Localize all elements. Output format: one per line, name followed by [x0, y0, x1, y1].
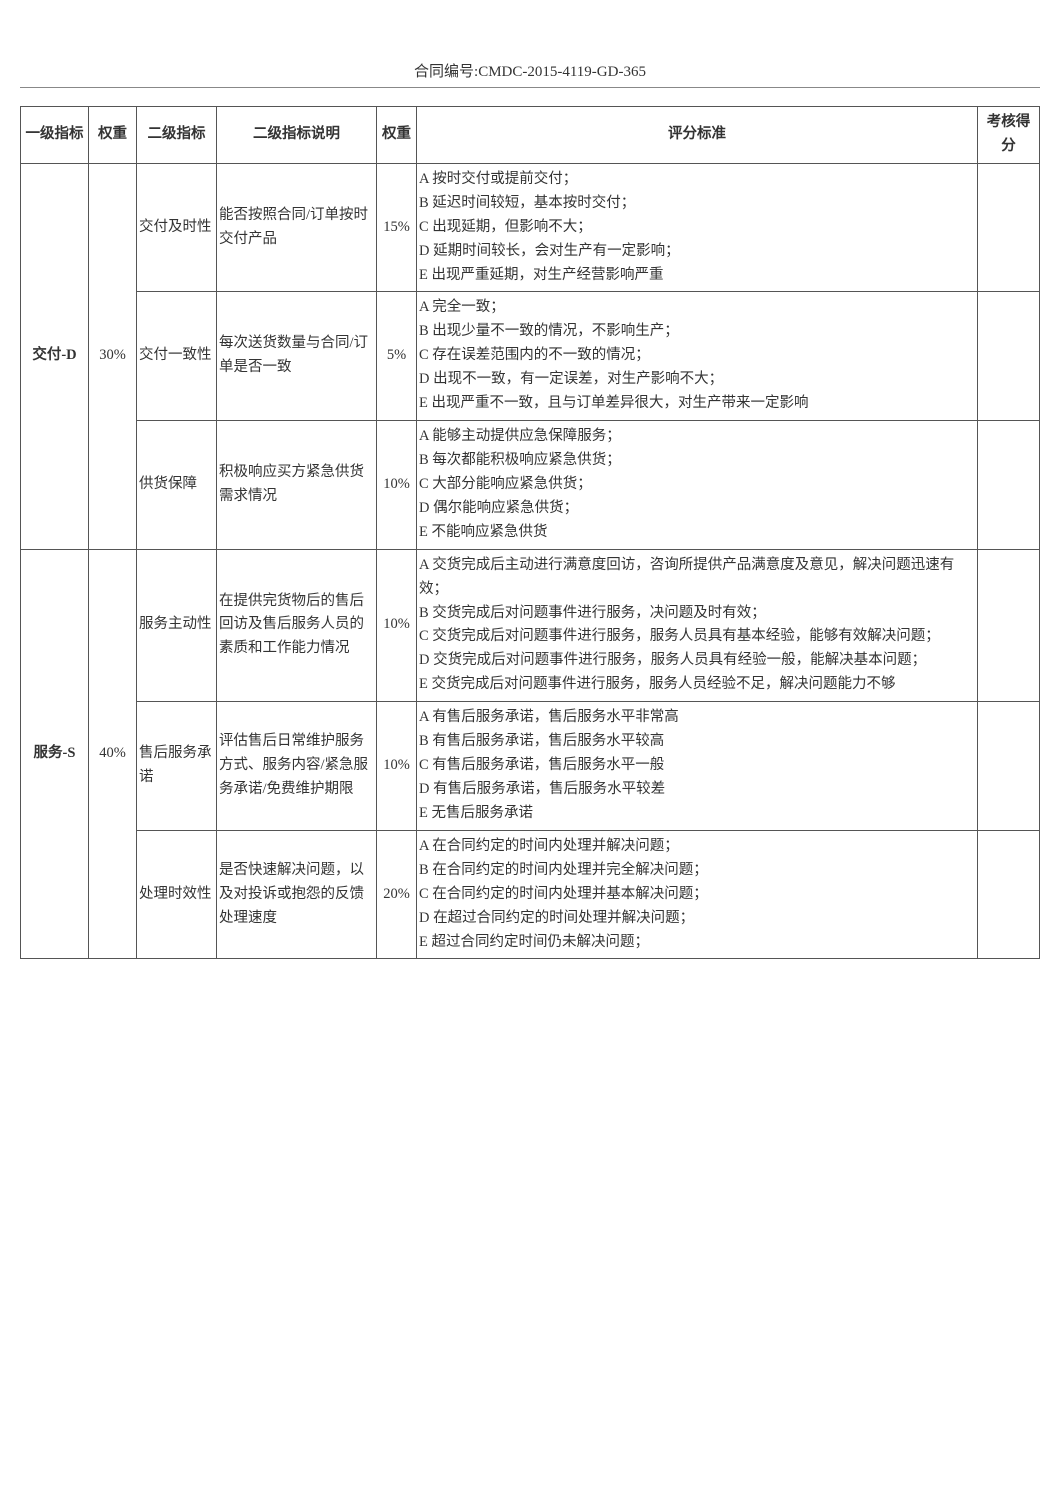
cell-criteria: A 在合同约定的时间内处理并解决问题；B 在合同约定的时间内处理并完全解决问题；…	[417, 830, 978, 959]
criteria-line: D 偶尔能响应紧急供货；	[419, 497, 975, 521]
criteria-line: B 交货完成后对问题事件进行服务，决问题及时有效；	[419, 602, 975, 626]
table-row: 供货保障积极响应买方紧急供货需求情况10%A 能够主动提供应急保障服务；B 每次…	[21, 421, 1040, 550]
cell-criteria: A 按时交付或提前交付；B 延迟时间较短，基本按时交付；C 出现延期，但影响不大…	[417, 163, 978, 292]
table-row: 售后服务承诺评估售后日常维护服务方式、服务内容/紧急服务承诺/免费维护期限10%…	[21, 702, 1040, 831]
criteria-line: B 出现少量不一致的情况，不影响生产；	[419, 320, 975, 344]
criteria-line: E 无售后服务承诺	[419, 802, 975, 826]
th-desc: 二级指标说明	[217, 107, 377, 164]
th-level2: 二级指标	[137, 107, 217, 164]
criteria-line: A 完全一致；	[419, 296, 975, 320]
criteria-line: C 大部分能响应紧急供货；	[419, 473, 975, 497]
cell-level2: 交付一致性	[137, 292, 217, 421]
criteria-line: B 每次都能积极响应紧急供货；	[419, 449, 975, 473]
table-body: 交付-D30%交付及时性能否按照合同/订单按时交付产品15%A 按时交付或提前交…	[21, 163, 1040, 959]
criteria-line: C 在合同约定的时间内处理并基本解决问题；	[419, 883, 975, 907]
cell-criteria: A 能够主动提供应急保障服务；B 每次都能积极响应紧急供货；C 大部分能响应紧急…	[417, 421, 978, 550]
cell-desc: 积极响应买方紧急供货需求情况	[217, 421, 377, 550]
criteria-line: E 出现严重不一致，且与订单差异很大，对生产带来一定影响	[419, 392, 975, 416]
cell-weight2: 10%	[377, 549, 417, 702]
contract-number: 合同编号:CMDC-2015-4119-GD-365	[20, 60, 1040, 81]
criteria-line: C 有售后服务承诺，售后服务水平一般	[419, 754, 975, 778]
cell-weight2: 10%	[377, 702, 417, 831]
criteria-line: B 在合同约定的时间内处理并完全解决问题；	[419, 859, 975, 883]
cell-score	[978, 549, 1040, 702]
criteria-line: E 不能响应紧急供货	[419, 521, 975, 545]
criteria-line: D 延期时间较长，会对生产有一定影响；	[419, 240, 975, 264]
criteria-line: A 按时交付或提前交付；	[419, 168, 975, 192]
cell-score	[978, 702, 1040, 831]
criteria-line: C 交货完成后对问题事件进行服务，服务人员具有基本经验，能够有效解决问题；	[419, 625, 975, 649]
criteria-line: E 交货完成后对问题事件进行服务，服务人员经验不足，解决问题能力不够	[419, 673, 975, 697]
cell-desc: 每次送货数量与合同/订单是否一致	[217, 292, 377, 421]
th-level1: 一级指标	[21, 107, 89, 164]
criteria-line: A 交货完成后主动进行满意度回访，咨询所提供产品满意度及意见，解决问题迅速有效；	[419, 554, 975, 602]
evaluation-table: 一级指标 权重 二级指标 二级指标说明 权重 评分标准 考核得分 交付-D30%…	[20, 106, 1040, 959]
criteria-line: A 有售后服务承诺，售后服务水平非常高	[419, 706, 975, 730]
criteria-line: A 在合同约定的时间内处理并解决问题；	[419, 835, 975, 859]
cell-level2: 处理时效性	[137, 830, 217, 959]
cell-weight1: 30%	[89, 163, 137, 549]
th-weight1: 权重	[89, 107, 137, 164]
criteria-line: E 超过合同约定时间仍未解决问题；	[419, 931, 975, 955]
criteria-line: C 存在误差范围内的不一致的情况；	[419, 344, 975, 368]
table-row: 服务-S40%服务主动性在提供完货物后的售后回访及售后服务人员的素质和工作能力情…	[21, 549, 1040, 702]
cell-score	[978, 163, 1040, 292]
th-score: 考核得分	[978, 107, 1040, 164]
cell-desc: 能否按照合同/订单按时交付产品	[217, 163, 377, 292]
cell-weight2: 5%	[377, 292, 417, 421]
criteria-line: B 有售后服务承诺，售后服务水平较高	[419, 730, 975, 754]
cell-criteria: A 完全一致；B 出现少量不一致的情况，不影响生产；C 存在误差范围内的不一致的…	[417, 292, 978, 421]
criteria-line: A 能够主动提供应急保障服务；	[419, 425, 975, 449]
cell-level1: 服务-S	[21, 549, 89, 959]
table-row: 处理时效性是否快速解决问题，以及对投诉或抱怨的反馈处理速度20%A 在合同约定的…	[21, 830, 1040, 959]
table-header-row: 一级指标 权重 二级指标 二级指标说明 权重 评分标准 考核得分	[21, 107, 1040, 164]
criteria-line: B 延迟时间较短，基本按时交付；	[419, 192, 975, 216]
cell-desc: 评估售后日常维护服务方式、服务内容/紧急服务承诺/免费维护期限	[217, 702, 377, 831]
cell-level2: 服务主动性	[137, 549, 217, 702]
cell-score	[978, 830, 1040, 959]
table-row: 交付一致性每次送货数量与合同/订单是否一致5%A 完全一致；B 出现少量不一致的…	[21, 292, 1040, 421]
th-criteria: 评分标准	[417, 107, 978, 164]
cell-level1: 交付-D	[21, 163, 89, 549]
criteria-line: D 交货完成后对问题事件进行服务，服务人员具有经验一般，能解决基本问题；	[419, 649, 975, 673]
cell-weight2: 15%	[377, 163, 417, 292]
cell-score	[978, 292, 1040, 421]
criteria-line: E 出现严重延期，对生产经营影响严重	[419, 264, 975, 288]
criteria-line: D 出现不一致，有一定误差，对生产影响不大；	[419, 368, 975, 392]
cell-weight2: 10%	[377, 421, 417, 550]
header-rule	[20, 87, 1040, 88]
cell-level2: 交付及时性	[137, 163, 217, 292]
cell-level2: 供货保障	[137, 421, 217, 550]
criteria-line: D 有售后服务承诺，售后服务水平较差	[419, 778, 975, 802]
cell-desc: 是否快速解决问题，以及对投诉或抱怨的反馈处理速度	[217, 830, 377, 959]
th-weight2: 权重	[377, 107, 417, 164]
cell-level2: 售后服务承诺	[137, 702, 217, 831]
cell-criteria: A 有售后服务承诺，售后服务水平非常高B 有售后服务承诺，售后服务水平较高C 有…	[417, 702, 978, 831]
criteria-line: C 出现延期，但影响不大；	[419, 216, 975, 240]
cell-criteria: A 交货完成后主动进行满意度回访，咨询所提供产品满意度及意见，解决问题迅速有效；…	[417, 549, 978, 702]
cell-desc: 在提供完货物后的售后回访及售后服务人员的素质和工作能力情况	[217, 549, 377, 702]
cell-weight2: 20%	[377, 830, 417, 959]
table-row: 交付-D30%交付及时性能否按照合同/订单按时交付产品15%A 按时交付或提前交…	[21, 163, 1040, 292]
cell-score	[978, 421, 1040, 550]
criteria-line: D 在超过合同约定的时间处理并解决问题；	[419, 907, 975, 931]
cell-weight1: 40%	[89, 549, 137, 959]
